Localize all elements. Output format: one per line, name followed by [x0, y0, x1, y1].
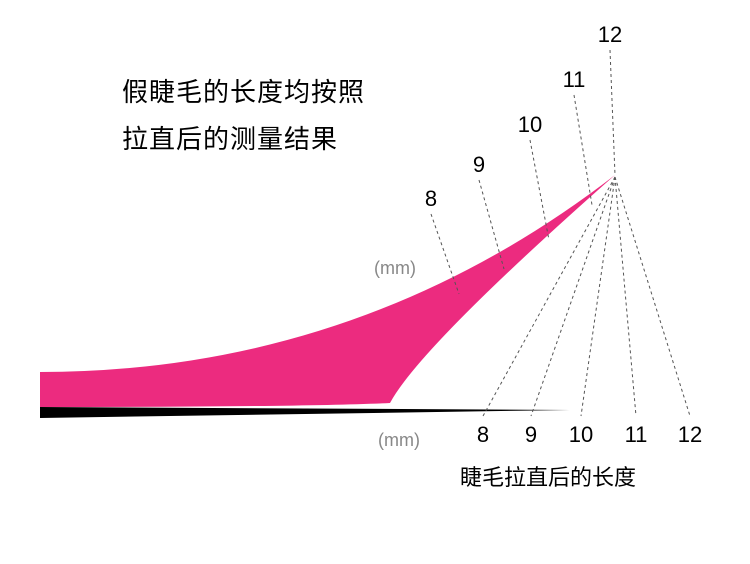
- lower-dash-11: [615, 177, 636, 416]
- lower-mark-12: 12: [678, 422, 702, 448]
- upper-dash-12: [610, 50, 615, 175]
- mm-upper: (mm): [374, 258, 416, 279]
- lower-mark-9: 9: [525, 422, 537, 448]
- upper-mark-12: 12: [598, 22, 622, 48]
- lower-dash-12: [615, 177, 690, 416]
- lower-mark-10: 10: [569, 422, 593, 448]
- diagram-canvas: 假睫毛的长度均按照 拉直后的测量结果 89101112 89101112 (mm…: [0, 0, 750, 564]
- upper-dash-10: [530, 140, 549, 240]
- diagram-svg: [0, 0, 750, 564]
- lower-dash-10: [581, 177, 615, 416]
- lash-pink: [40, 175, 615, 407]
- upper-mark-8: 8: [425, 186, 437, 212]
- upper-mark-11: 11: [563, 67, 586, 93]
- upper-mark-9: 9: [473, 152, 485, 178]
- lash-black: [40, 407, 570, 418]
- lower-mark-8: 8: [477, 422, 489, 448]
- upper-dash-9: [479, 180, 504, 269]
- lower-dash-8: [483, 177, 615, 416]
- lower-mark-11: 11: [625, 422, 648, 448]
- footer-caption: 睫毛拉直后的长度: [460, 460, 636, 492]
- upper-dash-11: [574, 95, 592, 205]
- upper-mark-10: 10: [518, 112, 542, 138]
- mm-lower: (mm): [378, 430, 420, 451]
